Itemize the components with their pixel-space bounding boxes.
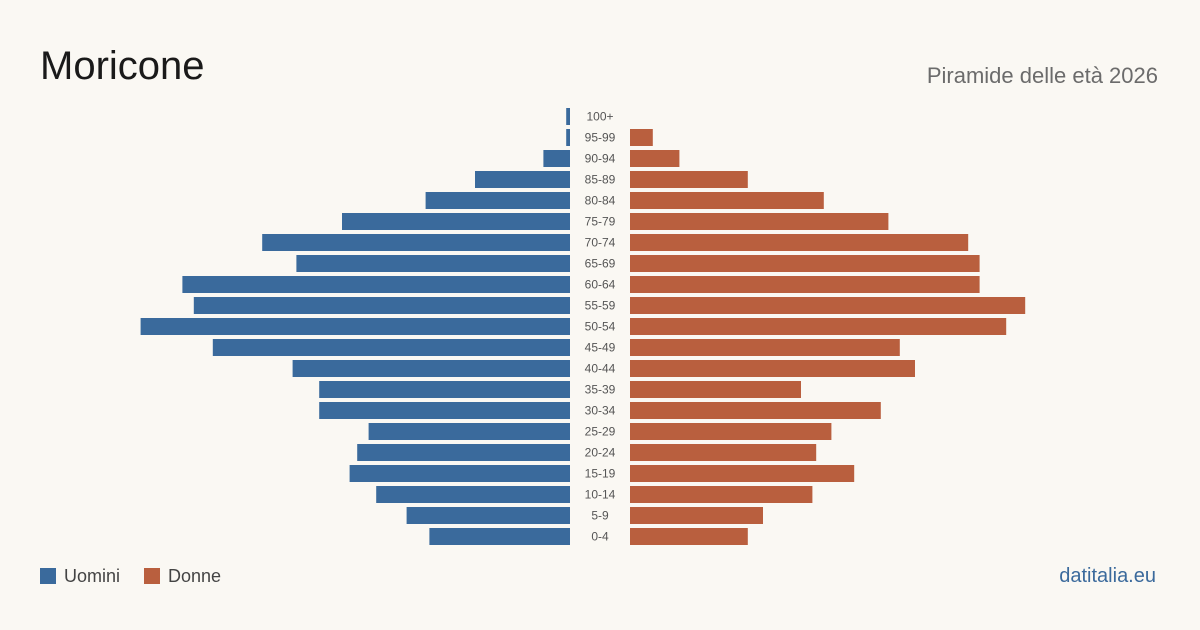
bar-male-10-14 (376, 486, 570, 503)
bar-male-45-49 (212, 339, 571, 356)
bar-male-90-94 (543, 150, 570, 167)
age-label-40-44: 40-44 (585, 362, 616, 376)
age-label-75-79: 75-79 (585, 215, 616, 229)
bar-female-80-84 (630, 192, 824, 209)
age-group-labels: 100+ 95-99 90-94 85-89 80-84 75-79 70-74 65-69 6… (585, 110, 616, 544)
age-label-65-69: 65-69 (585, 257, 616, 271)
bar-female-15-19 (630, 465, 855, 482)
bar-female-90-94 (630, 150, 680, 167)
chart-subtitle: Piramide delle età 2026 (926, 63, 1158, 88)
bar-male-0-4 (429, 528, 570, 545)
bar-male-80-84 (425, 192, 570, 209)
bar-male-50-54 (140, 318, 570, 335)
age-label-70-74: 70-74 (585, 236, 616, 250)
male-bars (140, 108, 571, 545)
female-bars (630, 129, 1026, 545)
bar-female-55-59 (630, 297, 1026, 314)
bar-female-5-9 (630, 507, 763, 524)
age-label-30-34: 30-34 (585, 404, 616, 418)
bar-male-100plus (566, 108, 570, 125)
bar-female-20-24 (630, 444, 817, 461)
bar-female-25-29 (630, 423, 832, 440)
age-label-55-59: 55-59 (585, 299, 616, 313)
legend-swatch-female (144, 568, 161, 584)
bar-male-70-74 (262, 234, 570, 251)
age-label-100plus: 100+ (586, 110, 613, 124)
bar-male-60-64 (182, 276, 570, 293)
chart-title: Moricone (40, 44, 205, 88)
legend-label-male: Uomini (64, 566, 121, 586)
bar-female-35-39 (630, 381, 801, 398)
bar-male-95-99 (566, 129, 570, 146)
age-label-0-4: 0-4 (591, 530, 609, 544)
bar-female-45-49 (630, 339, 900, 356)
age-label-5-9: 5-9 (591, 509, 609, 523)
bar-male-65-69 (296, 255, 570, 272)
bar-male-75-79 (342, 213, 570, 230)
legend-label-female: Donne (168, 566, 222, 586)
bar-male-55-59 (193, 297, 571, 314)
age-label-80-84: 80-84 (585, 194, 616, 208)
bar-female-50-54 (630, 318, 1007, 335)
legend-swatch-male (40, 568, 56, 584)
age-label-50-54: 50-54 (585, 320, 616, 334)
bar-male-25-29 (368, 423, 570, 440)
age-label-90-94: 90-94 (585, 152, 616, 166)
age-label-60-64: 60-64 (585, 278, 616, 292)
age-label-35-39: 35-39 (585, 383, 616, 397)
legend-item-male: Uomini (40, 565, 120, 587)
bar-female-60-64 (630, 276, 980, 293)
bar-male-30-34 (319, 402, 570, 419)
bar-female-95-99 (630, 129, 653, 146)
age-label-15-19: 15-19 (585, 467, 616, 481)
age-label-25-29: 25-29 (585, 425, 616, 439)
bar-male-20-24 (357, 444, 570, 461)
legend-item-female: Donne (144, 565, 221, 587)
age-label-10-14: 10-14 (585, 488, 616, 502)
bar-male-85-89 (475, 171, 570, 188)
bar-female-30-34 (630, 402, 881, 419)
bar-male-35-39 (319, 381, 570, 398)
age-label-85-89: 85-89 (585, 173, 616, 187)
bar-male-40-44 (292, 360, 570, 377)
bar-male-5-9 (406, 507, 570, 524)
legend: Uomini Donne (40, 565, 245, 587)
bar-female-75-79 (630, 213, 889, 230)
bar-female-10-14 (630, 486, 813, 503)
bar-female-0-4 (630, 528, 748, 545)
age-label-20-24: 20-24 (585, 446, 616, 460)
source-link[interactable]: datitalia.eu (1059, 565, 1156, 587)
bar-female-85-89 (630, 171, 748, 188)
bar-female-65-69 (630, 255, 980, 272)
bar-female-40-44 (630, 360, 915, 377)
age-label-95-99: 95-99 (585, 131, 616, 145)
age-label-45-49: 45-49 (585, 341, 616, 355)
bar-male-15-19 (349, 465, 570, 482)
bar-female-70-74 (630, 234, 969, 251)
